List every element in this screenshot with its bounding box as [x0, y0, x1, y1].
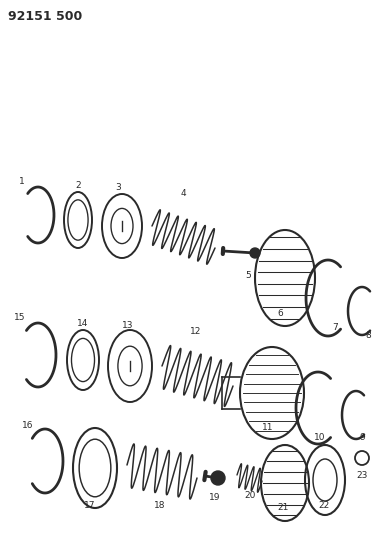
Text: 22: 22: [319, 500, 330, 510]
Text: 18: 18: [154, 500, 166, 510]
Text: 12: 12: [190, 327, 202, 335]
Text: 23: 23: [356, 472, 368, 481]
Text: 7: 7: [332, 324, 338, 333]
Text: 13: 13: [122, 320, 134, 329]
Text: 16: 16: [22, 422, 34, 431]
Text: 21: 21: [277, 504, 289, 513]
Text: 15: 15: [14, 313, 26, 322]
Text: 9: 9: [359, 433, 365, 442]
Text: 92151 500: 92151 500: [8, 10, 82, 23]
Circle shape: [250, 248, 260, 258]
Text: 20: 20: [244, 490, 256, 499]
Text: 8: 8: [365, 330, 371, 340]
Circle shape: [211, 471, 225, 485]
Text: 3: 3: [115, 183, 121, 192]
Text: 19: 19: [209, 494, 221, 503]
Text: 17: 17: [84, 502, 96, 511]
Text: 4: 4: [180, 189, 186, 198]
Text: 2: 2: [75, 181, 81, 190]
Text: 1: 1: [19, 176, 25, 185]
Text: 14: 14: [77, 319, 89, 327]
Text: 5: 5: [245, 271, 251, 279]
Text: 6: 6: [277, 309, 283, 318]
Text: 10: 10: [314, 433, 326, 442]
Text: 11: 11: [262, 424, 274, 432]
